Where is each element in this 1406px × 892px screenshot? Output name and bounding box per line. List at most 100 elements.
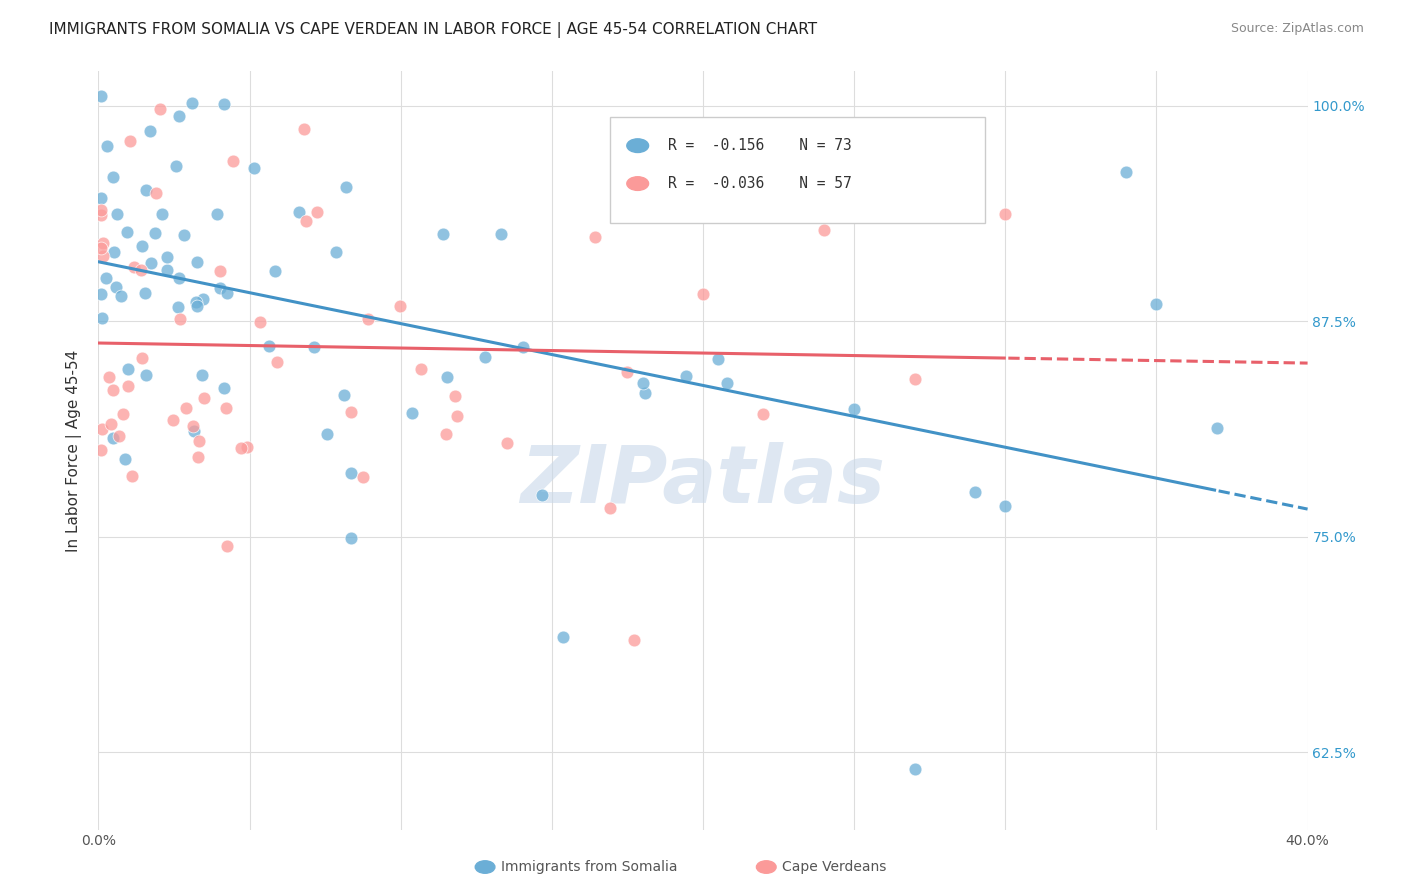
Point — [333, 388, 356, 402]
Point — [496, 436, 519, 450]
Point — [631, 195, 654, 210]
Point — [222, 154, 245, 169]
Point — [965, 484, 987, 499]
Point — [180, 95, 202, 110]
Point — [90, 203, 112, 218]
Point — [357, 311, 380, 326]
Point — [105, 207, 128, 221]
Point — [91, 235, 114, 250]
Point — [215, 539, 238, 553]
Point — [436, 370, 458, 384]
Point — [174, 401, 197, 416]
Point — [335, 180, 357, 194]
Circle shape — [627, 139, 648, 153]
Point — [752, 407, 775, 421]
Point — [209, 280, 232, 294]
Point — [90, 242, 112, 256]
Point — [302, 340, 325, 354]
Point — [264, 264, 287, 278]
Point — [191, 292, 214, 306]
Point — [156, 250, 179, 264]
Point — [446, 409, 468, 423]
Point — [143, 226, 166, 240]
Point — [339, 531, 361, 545]
Text: Immigrants from Somalia: Immigrants from Somalia — [501, 860, 678, 874]
Point — [131, 239, 153, 253]
Point — [994, 500, 1017, 514]
Point — [388, 299, 411, 313]
Point — [90, 442, 112, 457]
Point — [101, 384, 124, 398]
Point — [115, 225, 138, 239]
Point — [112, 407, 135, 421]
Point — [139, 256, 162, 270]
Point — [307, 205, 329, 219]
Point — [98, 369, 121, 384]
Point — [162, 413, 184, 427]
Point — [91, 310, 114, 325]
Point — [208, 264, 231, 278]
Point — [340, 405, 363, 419]
Point — [292, 122, 315, 136]
Y-axis label: In Labor Force | Age 45-54: In Labor Force | Age 45-54 — [66, 350, 83, 551]
Point — [904, 762, 927, 776]
Point — [599, 501, 621, 516]
Point — [692, 287, 714, 301]
Point — [191, 368, 214, 383]
Point — [1206, 421, 1229, 435]
Point — [103, 169, 125, 184]
Point — [122, 260, 145, 274]
Point — [340, 466, 363, 480]
Text: Source: ZipAtlas.com: Source: ZipAtlas.com — [1230, 22, 1364, 36]
Point — [904, 372, 927, 386]
Text: R =  -0.156    N = 73: R = -0.156 N = 73 — [668, 138, 852, 153]
Point — [205, 207, 228, 221]
Point — [325, 244, 347, 259]
Point — [249, 315, 271, 329]
Point — [444, 389, 467, 403]
Point — [173, 228, 195, 243]
Point — [94, 270, 117, 285]
Point — [103, 245, 125, 260]
Point — [352, 469, 374, 483]
Point — [165, 159, 187, 173]
Point — [266, 355, 288, 369]
Point — [616, 365, 638, 379]
Point — [257, 339, 280, 353]
Point — [551, 630, 574, 644]
Text: R =  -0.036    N = 57: R = -0.036 N = 57 — [668, 176, 852, 191]
Point — [434, 426, 457, 441]
Point — [474, 350, 496, 364]
Point — [138, 124, 160, 138]
Point — [1115, 164, 1137, 178]
Text: Cape Verdeans: Cape Verdeans — [782, 860, 886, 874]
Point — [91, 249, 114, 263]
Point — [167, 109, 190, 123]
Point — [90, 208, 112, 222]
Point — [149, 103, 172, 117]
Point — [623, 633, 645, 648]
Point — [409, 362, 432, 376]
Point — [432, 227, 454, 241]
Point — [294, 214, 316, 228]
Point — [134, 286, 156, 301]
Text: ZIPatlas: ZIPatlas — [520, 442, 886, 520]
Point — [707, 352, 730, 367]
Point — [288, 205, 311, 219]
Point — [129, 262, 152, 277]
Point — [183, 424, 205, 438]
Point — [634, 386, 657, 401]
Point — [91, 422, 114, 436]
Point — [193, 392, 215, 406]
Point — [530, 488, 553, 502]
Point — [844, 402, 866, 417]
Point — [489, 227, 512, 242]
Point — [583, 229, 606, 244]
Point — [187, 450, 209, 464]
Point — [243, 161, 266, 175]
Point — [512, 340, 534, 354]
Point — [101, 431, 124, 445]
Point — [1144, 297, 1167, 311]
Point — [118, 134, 141, 148]
Point — [186, 254, 208, 268]
